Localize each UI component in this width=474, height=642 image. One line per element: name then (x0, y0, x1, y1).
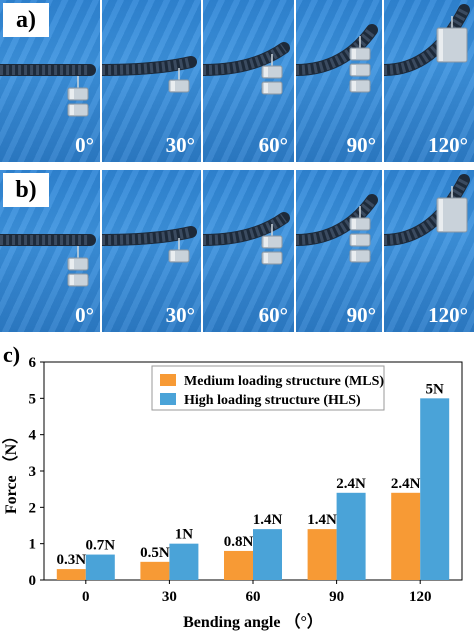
actuator-illustration (384, 4, 470, 76)
actuator-illustration (203, 212, 290, 265)
angle-label: 0° (75, 303, 94, 327)
panel-label: b) (3, 173, 49, 207)
bar-value-label: 0.7N (86, 538, 116, 554)
bar-hls (253, 529, 282, 580)
photo-panel: 90° (296, 0, 382, 162)
photo-panel: 60° (203, 170, 294, 332)
y-tick-label: 6 (29, 355, 37, 371)
angle-label: 30° (165, 133, 195, 157)
bar-hls (336, 492, 366, 580)
legend-label: Medium loading structure (MLS) (184, 374, 384, 389)
bar-mls (307, 529, 337, 580)
bar-value-label: 1N (175, 527, 194, 543)
legend-label: High loading structure (HLS) (184, 393, 361, 408)
x-tick-label: 30 (162, 589, 177, 605)
bar-value-label: 0.8N (224, 534, 254, 550)
y-tick-label: 0 (29, 573, 37, 589)
bar-mls (56, 569, 86, 580)
bar-value-label: 2.4N (391, 476, 421, 492)
legend (151, 365, 385, 411)
x-axis-label: Bending angle （°） (183, 613, 323, 631)
y-tick-label: 2 (29, 500, 37, 516)
legend-swatch (160, 393, 176, 405)
x-tick-label: 0 (82, 589, 90, 605)
actuator-illustration (296, 24, 378, 93)
y-tick-label: 5 (29, 391, 37, 407)
bar-value-label: 1.4N (253, 512, 283, 528)
chart-svg: 0 1 2 3 4 5 6 Force （N） 0 0.3N0.7N 30 0.5N 1N 60 0.8N 1… (2, 355, 463, 631)
angle-label: 60° (258, 303, 288, 327)
angle-label: 90° (346, 303, 376, 327)
actuator-illustration (384, 174, 470, 246)
angle-label: 120° (428, 133, 468, 157)
x-tick-label: 90 (329, 589, 344, 605)
photo-panel: 120° (384, 170, 474, 332)
x-tick-label: 60 (246, 589, 261, 605)
photo-panel: 120° (384, 0, 474, 162)
bar-value-label: 2.4N (336, 476, 366, 492)
photo-row-a: 0° 30° 60° 90° 120° a) (0, 0, 474, 162)
angle-label: 120° (428, 303, 468, 327)
x-tick-label: 120 (409, 589, 432, 605)
angle-label: 30° (165, 303, 195, 327)
legend-swatch (160, 374, 176, 386)
bar-value-label: 1.4N (307, 512, 337, 528)
actuator-illustration (203, 42, 290, 95)
actuator-illustration (102, 226, 197, 263)
photo-panel: 30° (102, 0, 201, 162)
angle-label: 60° (258, 133, 288, 157)
photo-panel: 60° (203, 0, 294, 162)
photo-row-b: 0° 30° 60° 90° 120° b) (0, 170, 474, 332)
bar-hls (169, 543, 199, 580)
bar-mls (391, 492, 421, 580)
actuator-illustration (296, 194, 378, 263)
bar-value-label: 5N (426, 381, 445, 397)
panel-label: a) (3, 3, 49, 37)
y-tick-label: 1 (29, 537, 37, 553)
y-axis-label: Force （N） (2, 428, 20, 514)
y-tick-label: 4 (29, 428, 37, 444)
angle-label: 0° (75, 133, 94, 157)
actuator-illustration (102, 56, 197, 93)
actuator-illustration (0, 234, 96, 287)
actuator-illustration (0, 63, 96, 117)
bar-value-label: 0.5N (140, 545, 170, 561)
bar-mls (224, 550, 253, 580)
bar-value-label: 0.3N (57, 552, 87, 568)
bar-hls (420, 398, 450, 580)
panel-label-c: c) (3, 342, 21, 367)
bar-mls (140, 561, 170, 580)
photo-panel: 90° (296, 170, 382, 332)
y-tick-label: 3 (29, 464, 37, 480)
background-cloth (203, 0, 294, 162)
bar-hls (85, 554, 115, 580)
background-cloth (203, 170, 294, 332)
angle-label: 90° (346, 133, 376, 157)
photo-panel: 30° (102, 170, 201, 332)
bar-chart: 0 1 2 3 4 5 6 Force （N） 0 0.3N 0.7N 30 0.5N 1N 60 0.8N 1… (0, 340, 474, 637)
